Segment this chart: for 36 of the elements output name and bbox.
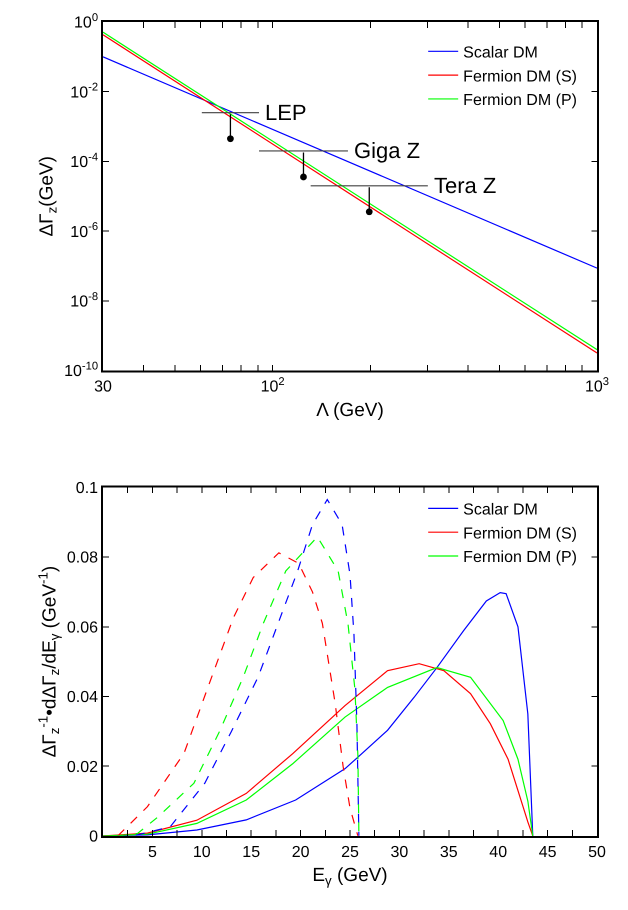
x-tick-label: 5 (148, 844, 157, 861)
x-tick-label: 40 (489, 844, 508, 861)
y-tick-label: 0.08 (66, 550, 98, 567)
legend-label: Fermion DM (P) (463, 549, 577, 566)
y-tick-label: 10$^{-2}$ (70, 82, 98, 102)
y-tick-label: 10$^{0}$ (74, 12, 98, 32)
annotation: Giga Z (354, 138, 420, 163)
x-tick-label: 15 (242, 844, 260, 861)
legend-label: Fermion DM (S) (463, 68, 577, 86)
x-tick-label: 30 (94, 378, 112, 396)
legend-label: Scalar DM (463, 44, 538, 62)
y-tick-label: 0.06 (66, 619, 98, 636)
x-tick-label: 10$^{2}$ (260, 376, 285, 396)
y-tick-label: 0.04 (66, 689, 98, 706)
y-tick-label: 10$^{-10}$ (64, 360, 98, 380)
y-tick-label: 10$^{-4}$ (70, 151, 98, 172)
x-tick-label: 25 (341, 844, 359, 861)
annotation: LEP (265, 100, 307, 125)
y-tick-label: 0.1 (76, 480, 98, 497)
legend-label: Fermion DM (P) (463, 92, 577, 110)
x-axis-title: Λ (GeV) (316, 400, 384, 421)
legend-label: Fermion DM (S) (463, 525, 577, 542)
x-axis-title: E$_{γ}$ (GeV) (312, 865, 388, 888)
y-tick-label: 0 (89, 828, 98, 846)
legend-label: Scalar DM (463, 502, 538, 519)
x-tick-label: 50 (588, 844, 606, 861)
x-tick-label: 35 (440, 844, 458, 861)
x-tick-label: 20 (292, 844, 310, 861)
y-tick-label: 10$^{-8}$ (70, 290, 98, 310)
x-tick-label: 30 (390, 844, 408, 861)
y-tick-label: 0.02 (66, 758, 98, 776)
x-tick-label: 45 (538, 844, 557, 861)
x-tick-label: 10 (192, 844, 211, 861)
annotation: Tera Z (434, 173, 496, 198)
y-tick-label: 10$^{-6}$ (70, 221, 98, 241)
x-tick-label: 10$^{3}$ (584, 376, 610, 396)
